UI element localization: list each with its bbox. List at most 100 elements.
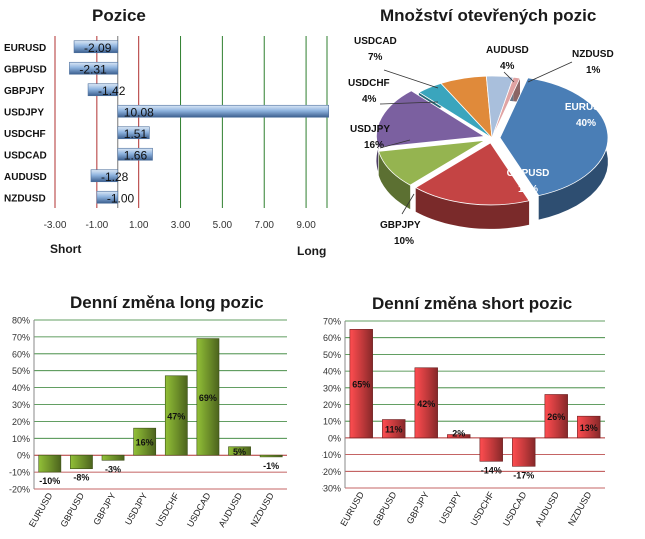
short-change-title: Denní změna short pozic — [372, 294, 573, 313]
change-bar — [479, 437, 503, 462]
change-bar — [382, 419, 406, 439]
position-bar — [117, 147, 153, 161]
short-label: Short — [50, 242, 82, 256]
change-bar — [196, 338, 220, 456]
pie-label-percent: 4% — [500, 61, 515, 72]
value-label: -1.42 — [98, 84, 126, 98]
change-bar — [414, 367, 438, 439]
pie-label-percent: 40% — [576, 118, 596, 129]
y-tick-label: 70% — [12, 332, 30, 342]
category-label: USDCHF — [4, 129, 46, 140]
y-tick-label: 50% — [323, 350, 341, 360]
value-label: -3% — [105, 464, 121, 474]
y-tick-label: 60% — [323, 333, 341, 343]
y-tick-label: -10% — [322, 450, 341, 460]
pie-leader-line — [527, 61, 573, 83]
position-bar — [117, 126, 150, 140]
category-label: AUDUSD — [533, 490, 561, 528]
value-label: 65% — [352, 380, 370, 390]
pie-slice-side — [378, 151, 411, 210]
x-tick-label: 5.00 — [213, 220, 233, 231]
pie-leader-line — [401, 193, 415, 215]
y-tick-label: 40% — [323, 367, 341, 377]
pie-label-name: AUDUSD — [486, 45, 529, 56]
long-label: Long — [297, 244, 327, 258]
position-bar — [90, 169, 119, 183]
pie-label-percent: 16% — [364, 140, 384, 151]
change-bar — [577, 415, 601, 439]
change-bar — [228, 446, 251, 456]
value-label: 16% — [136, 438, 154, 448]
change-bar — [133, 427, 157, 456]
x-tick-label: 1.00 — [129, 220, 149, 231]
category-label: USDJPY — [437, 490, 463, 526]
change-bar — [349, 329, 373, 439]
value-label: 13% — [580, 423, 598, 433]
x-tick-label: 7.00 — [254, 220, 274, 231]
pie-label-percent: 18% — [518, 184, 538, 195]
pie-label-name: GBPJPY — [380, 220, 421, 231]
value-label: 47% — [167, 411, 185, 421]
pie-slice — [378, 139, 486, 186]
positions-chart: -3.00 -1.00 1.00 3.00 5.00 7.00 9.00 EURUSD -2.0… — [4, 36, 329, 231]
category-label: USDCHF — [469, 490, 497, 528]
category-label: EURUSD — [27, 491, 55, 529]
value-label: 69% — [199, 393, 217, 403]
category-label: AUDUSD — [4, 172, 47, 183]
pie-leader-line — [379, 101, 439, 105]
change-bar — [38, 454, 62, 473]
value-label: 26% — [547, 412, 565, 422]
value-label: -1.00 — [107, 191, 135, 205]
value-label: -14% — [481, 465, 502, 475]
y-tick-label: 70% — [323, 317, 341, 327]
change-bar — [259, 454, 283, 458]
pie-slice — [491, 76, 521, 139]
y-tick-label: 80% — [12, 316, 30, 326]
value-label: 11% — [385, 425, 403, 435]
category-label: GBPJPY — [405, 490, 431, 526]
open-positions-title: Množství otevřených pozic — [380, 6, 597, 25]
pie-label-percent: 7% — [368, 52, 383, 63]
category-label: USDJPY — [123, 491, 149, 527]
long-change-title: Denní změna long pozic — [70, 293, 264, 312]
y-tick-label: 30% — [12, 400, 30, 410]
change-bar — [512, 437, 536, 467]
y-tick-label: 30% — [323, 383, 341, 393]
category-label: GBPJPY — [91, 491, 117, 527]
y-tick-label: 0% — [328, 433, 341, 443]
category-label: NZDUSD — [566, 490, 594, 528]
category-label: GBPUSD — [371, 490, 399, 528]
value-label: 42% — [417, 399, 435, 409]
y-tick-label: 60% — [12, 349, 30, 359]
position-bar — [117, 104, 329, 118]
x-tick-label: -3.00 — [44, 220, 67, 231]
pie-leader-line — [503, 71, 515, 83]
pie-label-percent: 10% — [394, 236, 414, 247]
value-label: 1.51 — [124, 127, 148, 141]
value-label: -10% — [39, 476, 60, 486]
value-label: -1% — [263, 461, 279, 471]
category-label: GBPJPY — [4, 86, 45, 97]
position-bar — [87, 83, 119, 97]
y-tick-label: -10% — [9, 468, 30, 478]
category-label: EURUSD — [338, 490, 366, 528]
category-label: USDCHF — [154, 491, 182, 529]
open-positions-pie-chart: EURUSD 40% GBPUSD 18% GBPJPY 10% USDJPY 16% USDC… — [348, 36, 614, 247]
pie-leader-line — [379, 139, 411, 149]
value-label: 1.66 — [124, 148, 148, 162]
y-tick-label: -30% — [322, 484, 341, 494]
y-tick-label: 0% — [17, 451, 30, 461]
value-label: -2.09 — [84, 41, 112, 55]
category-label: NZDUSD — [4, 193, 46, 204]
x-tick-label: 9.00 — [296, 220, 316, 231]
value-label: 2% — [452, 429, 465, 439]
category-label: GBPUSD — [59, 491, 87, 529]
pie-slice — [499, 77, 609, 197]
y-tick-label: -20% — [322, 467, 341, 477]
value-label: -8% — [73, 473, 89, 483]
category-label: GBPUSD — [4, 64, 47, 75]
position-bar — [96, 190, 119, 204]
category-label: USDCAD — [4, 150, 47, 161]
value-label: -1.28 — [101, 170, 129, 184]
change-bar — [164, 375, 188, 456]
